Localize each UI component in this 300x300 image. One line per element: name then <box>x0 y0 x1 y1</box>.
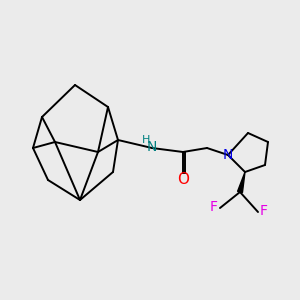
Text: H: H <box>142 135 150 145</box>
Text: N: N <box>147 140 157 154</box>
Polygon shape <box>238 172 245 193</box>
Text: F: F <box>210 200 218 214</box>
Text: N: N <box>223 148 233 162</box>
Text: O: O <box>177 172 189 188</box>
Text: F: F <box>260 204 268 218</box>
